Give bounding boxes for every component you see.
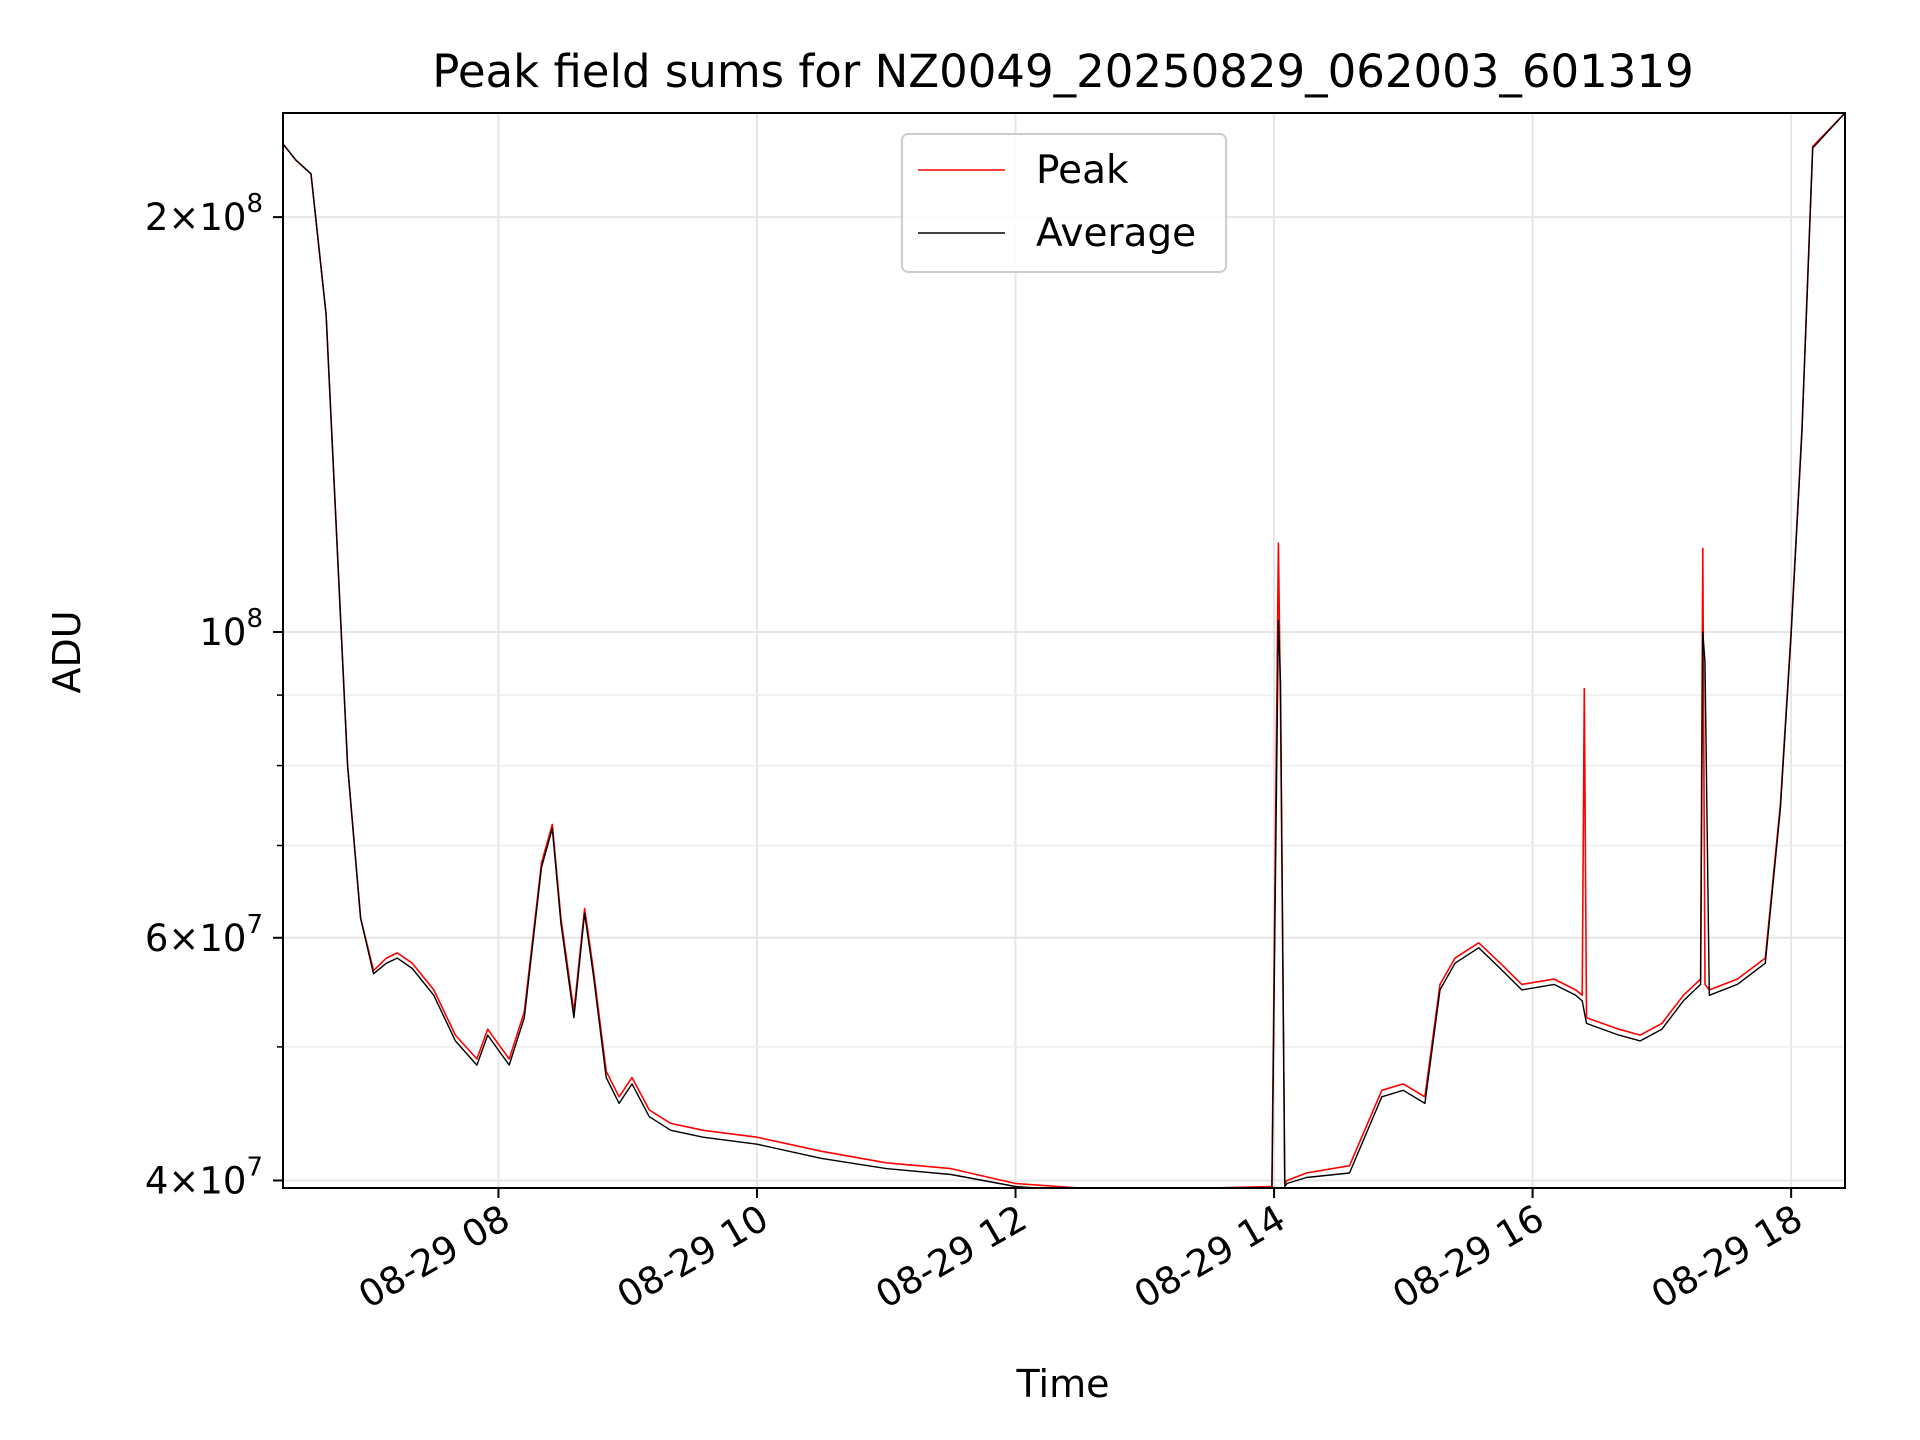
x-axis-label: Time [1016, 1362, 1110, 1406]
series-line-peak [283, 113, 1845, 1188]
legend-label-average: Average [1036, 211, 1196, 256]
y-tick-label: 2×108 [145, 189, 263, 239]
y-tick-label: 108 [199, 604, 263, 654]
legend: Peak Average [901, 133, 1227, 273]
y-axis: 4×107 6×107 108 2×108 [145, 189, 283, 1202]
legend-box [901, 133, 1227, 273]
y-tick-label: 4×107 [145, 1152, 263, 1202]
plot-frame [282, 112, 1846, 1189]
series-line-average [283, 113, 1845, 1188]
series-layer [283, 113, 1845, 1188]
chart-title: Peak field sums for NZ0049_20250829_0620… [432, 45, 1693, 98]
y-tick-label: 6×107 [145, 910, 263, 960]
y-axis-label: ADU [45, 610, 89, 693]
legend-label-peak: Peak [1036, 148, 1129, 193]
